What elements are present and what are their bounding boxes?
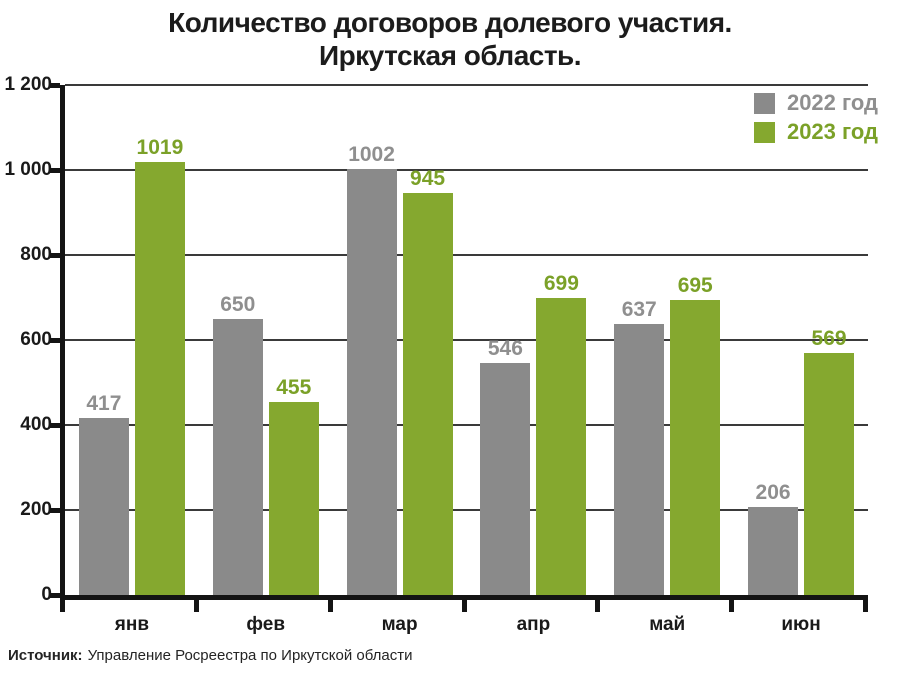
y-tick-mark <box>50 422 60 428</box>
gridline <box>65 339 868 341</box>
legend-item: 2022 год <box>753 90 878 115</box>
bar-2022: 417 <box>78 392 129 595</box>
y-tick-label: 1 000 <box>4 159 52 180</box>
source-text: Управление Росреестра по Иркутской облас… <box>87 647 413 664</box>
bar-value-label: 546 <box>487 336 523 360</box>
bar-value-label: 699 <box>543 271 579 295</box>
bar-value-label: 650 <box>220 292 256 316</box>
chart-title: Количество договоров долевого участия. И… <box>0 6 900 72</box>
gridline <box>65 424 868 427</box>
bar-groups: 417 1019 650 455 1002 945 546 699 637 695 206 569 <box>65 85 868 595</box>
x-tick-mark <box>60 600 65 612</box>
legend-swatch <box>753 92 775 114</box>
y-axis-labels: 0 200 400 600 800 1 000 1 200 <box>0 75 52 605</box>
bar-value-label: 637 <box>621 298 657 322</box>
bar-value-label: 695 <box>677 273 713 297</box>
bar-2023: 455 <box>268 376 319 595</box>
legend-item: 2023 год <box>753 119 878 144</box>
x-tick-mark <box>461 600 467 612</box>
bar-group: 417 1019 <box>65 85 199 595</box>
bar-2023: 569 <box>804 328 855 595</box>
gridline <box>65 509 868 512</box>
x-tick-label: мар <box>381 614 418 635</box>
y-axis-ticks <box>50 82 60 598</box>
plot-area: 417 1019 650 455 1002 945 546 699 637 695 206 569 <box>60 84 868 600</box>
x-tick-mark <box>193 600 199 612</box>
legend: 2022 год 2023 год <box>753 90 878 149</box>
y-tick-mark <box>50 592 60 598</box>
y-tick-mark <box>50 252 60 258</box>
y-tick-mark <box>50 82 60 88</box>
bar-group: 637 695 <box>600 85 734 595</box>
chart-title-line-2: Иркутская область. <box>318 40 582 71</box>
y-tick-label: 800 <box>20 244 52 266</box>
bar-group: 1002 945 <box>333 85 467 595</box>
y-tick-label: 400 <box>20 414 52 436</box>
x-axis-labels: янв фев мар апр май июн <box>65 614 868 636</box>
bar-group: 206 569 <box>734 85 868 595</box>
bar-value-label: 945 <box>410 167 446 191</box>
gridline <box>65 84 868 86</box>
bar-2023: 1019 <box>134 136 185 595</box>
y-tick-label: 0 <box>41 584 52 605</box>
bar-2023: 699 <box>536 272 587 595</box>
x-tick-mark <box>729 600 735 612</box>
x-tick-mark <box>327 600 333 612</box>
bar-2023: 945 <box>402 168 453 595</box>
bar-2022: 206 <box>748 482 799 595</box>
bar-value-label: 1019 <box>136 135 184 159</box>
x-tick-label: фев <box>246 614 286 635</box>
y-tick-label: 600 <box>20 329 52 350</box>
bar-2022: 650 <box>212 293 263 595</box>
bar-2022: 637 <box>614 299 665 595</box>
chart-title-line-1: Количество договоров долевого участия. <box>168 7 732 38</box>
bar-value-label: 569 <box>811 327 847 351</box>
y-tick-label: 1 200 <box>4 74 52 95</box>
source-note: Источник: Управление Росреестра по Иркутс… <box>8 647 412 664</box>
gridlines <box>65 84 868 595</box>
x-tick-label: июн <box>781 614 821 635</box>
source-label: Источник: <box>8 647 83 664</box>
bar-2023: 695 <box>670 274 721 595</box>
x-tick-mark <box>595 600 601 612</box>
x-tick-label: май <box>649 614 686 635</box>
bar-value-label: 417 <box>86 391 122 415</box>
x-tick-label: янв <box>114 614 150 635</box>
y-tick-mark <box>50 337 60 343</box>
bar-2022: 546 <box>480 337 531 595</box>
bar-value-label: 455 <box>276 375 312 399</box>
bar-value-label: 206 <box>755 481 791 505</box>
bar-group: 650 455 <box>199 85 333 595</box>
y-tick-mark <box>50 507 60 513</box>
bar-group: 546 699 <box>466 85 600 595</box>
x-tick-mark <box>863 600 868 612</box>
legend-swatch <box>753 121 775 143</box>
y-tick-mark <box>50 167 60 173</box>
gridline <box>65 254 868 257</box>
x-axis-ticks <box>60 600 868 612</box>
x-tick-label: апр <box>516 614 551 635</box>
bar-2022: 1002 <box>346 144 397 595</box>
y-tick-label: 200 <box>20 499 52 521</box>
bar-value-label: 1002 <box>348 143 395 167</box>
gridline <box>65 169 868 171</box>
legend-label: 2023 год <box>786 119 878 144</box>
legend-label: 2022 год <box>786 90 878 115</box>
